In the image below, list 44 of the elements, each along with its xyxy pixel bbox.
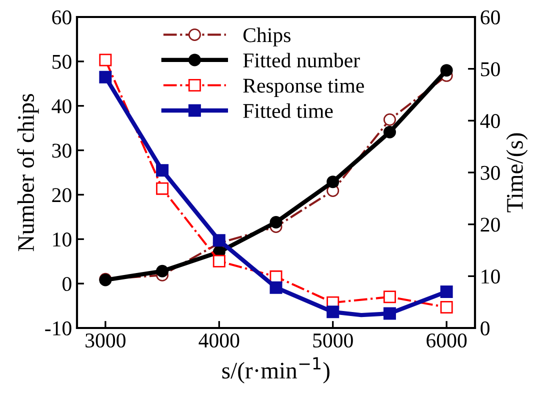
point bbox=[383, 113, 396, 126]
x-axis-title: s/(r·min$^{−1}$) bbox=[222, 357, 330, 384]
point bbox=[212, 254, 226, 268]
point bbox=[99, 54, 112, 66]
legend-label: Fitted time bbox=[243, 103, 333, 118]
y2-tick-label: 60 bbox=[480, 10, 500, 24]
legend-label: Fitted number bbox=[243, 52, 360, 68]
y2-tick-label: 10 bbox=[482, 270, 500, 284]
point bbox=[440, 64, 453, 77]
y-tick-label: 60 bbox=[52, 10, 72, 24]
y2-tick-label: 40 bbox=[480, 114, 500, 128]
y-tick-label: 30 bbox=[52, 144, 72, 158]
point bbox=[212, 234, 226, 247]
point bbox=[156, 264, 169, 278]
y-tick-label: 10 bbox=[53, 232, 72, 247]
point bbox=[156, 164, 169, 177]
y2-tick-label: 30 bbox=[480, 166, 500, 180]
y-axis-title: Number of chips bbox=[17, 94, 39, 252]
x-tick-label: 3000 bbox=[86, 333, 126, 348]
y-tick-label: 0 bbox=[62, 276, 72, 292]
x-tick-label: 6000 bbox=[426, 333, 467, 348]
y2-tick-label: 0 bbox=[480, 321, 490, 336]
point bbox=[326, 176, 340, 188]
y2-tick-label: 50 bbox=[481, 62, 500, 76]
point bbox=[270, 281, 282, 294]
y-tick-label: 40 bbox=[52, 99, 72, 114]
legend-label: Response time bbox=[243, 78, 364, 97]
point bbox=[156, 182, 169, 195]
y-tick-label: 20 bbox=[52, 188, 72, 202]
legend-label: Chips bbox=[243, 28, 290, 46]
point bbox=[383, 126, 396, 138]
point bbox=[99, 70, 112, 84]
y-tick-label: 50 bbox=[52, 54, 72, 69]
point bbox=[326, 306, 340, 318]
point bbox=[440, 301, 453, 314]
y-tick-label: -10 bbox=[45, 321, 72, 336]
point bbox=[440, 285, 453, 298]
point bbox=[270, 216, 282, 229]
y2-axis-title: Time/(s) bbox=[506, 133, 528, 212]
x-tick-label: 4000 bbox=[198, 333, 240, 348]
x-tick-label: 5000 bbox=[313, 333, 353, 348]
point bbox=[383, 307, 396, 320]
point bbox=[383, 290, 396, 304]
y2-tick-label: 20 bbox=[480, 218, 500, 232]
